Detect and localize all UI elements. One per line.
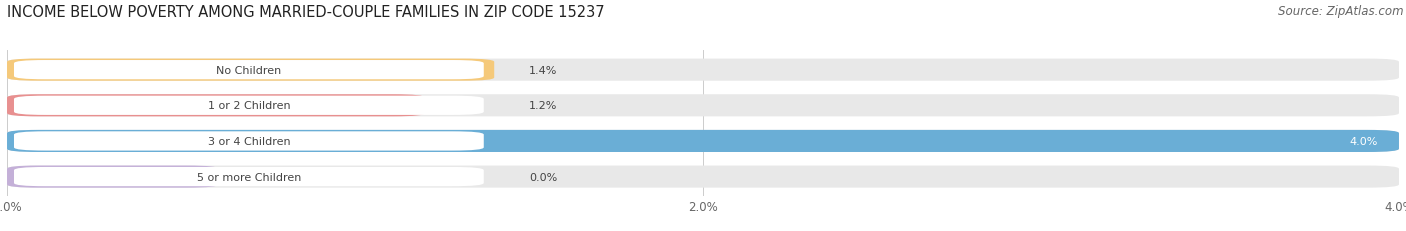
FancyBboxPatch shape	[14, 167, 484, 186]
Text: 0.0%: 0.0%	[529, 172, 557, 182]
FancyBboxPatch shape	[14, 96, 484, 116]
FancyBboxPatch shape	[7, 59, 1399, 81]
Text: No Children: No Children	[217, 65, 281, 75]
FancyBboxPatch shape	[7, 130, 1399, 152]
FancyBboxPatch shape	[7, 59, 495, 81]
Text: Source: ZipAtlas.com: Source: ZipAtlas.com	[1278, 5, 1403, 18]
Text: 5 or more Children: 5 or more Children	[197, 172, 301, 182]
FancyBboxPatch shape	[7, 166, 218, 188]
Text: 1 or 2 Children: 1 or 2 Children	[208, 101, 290, 111]
FancyBboxPatch shape	[7, 130, 1399, 152]
Text: 1.4%: 1.4%	[529, 65, 557, 75]
Text: INCOME BELOW POVERTY AMONG MARRIED-COUPLE FAMILIES IN ZIP CODE 15237: INCOME BELOW POVERTY AMONG MARRIED-COUPL…	[7, 5, 605, 20]
FancyBboxPatch shape	[7, 95, 1399, 117]
Text: 1.2%: 1.2%	[529, 101, 557, 111]
FancyBboxPatch shape	[14, 61, 484, 80]
FancyBboxPatch shape	[14, 132, 484, 151]
FancyBboxPatch shape	[7, 95, 425, 117]
FancyBboxPatch shape	[7, 166, 1399, 188]
Text: 4.0%: 4.0%	[1350, 136, 1378, 146]
Text: 3 or 4 Children: 3 or 4 Children	[208, 136, 290, 146]
